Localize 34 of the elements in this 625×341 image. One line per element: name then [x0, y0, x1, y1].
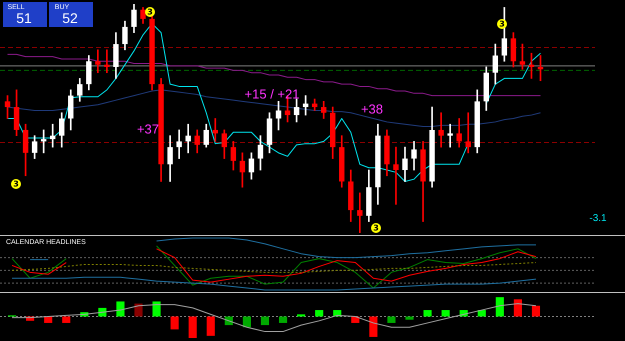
bar	[442, 310, 450, 316]
bar	[387, 316, 396, 323]
annotation: 3	[373, 224, 379, 233]
text: -3.1	[589, 212, 608, 224]
bar	[134, 304, 143, 316]
bar	[116, 301, 124, 316]
annotation: +37	[136, 122, 160, 137]
bar	[424, 310, 432, 316]
bar	[405, 316, 414, 320]
bar	[62, 316, 70, 323]
annotation: +38	[360, 102, 384, 117]
bar	[260, 316, 270, 326]
bar	[315, 310, 324, 316]
bar	[496, 297, 504, 316]
bar	[170, 316, 179, 330]
bar	[188, 316, 197, 338]
bar	[514, 299, 522, 316]
candlestick	[393, 146, 399, 205]
candlestick	[538, 55, 544, 82]
bar	[206, 316, 215, 336]
annotation: 3	[13, 180, 19, 189]
annotation: 51	[16, 10, 32, 26]
annotation: 52	[62, 10, 78, 26]
annotation: 3	[499, 20, 505, 29]
bar	[44, 316, 52, 323]
bar	[478, 310, 486, 316]
candlestick	[528, 52, 534, 79]
annotation: +15 / +21	[244, 86, 300, 102]
bar	[369, 316, 378, 337]
bar	[242, 316, 251, 328]
annotation: 3	[147, 8, 153, 17]
bar	[152, 301, 161, 316]
bar	[532, 306, 540, 316]
bar	[278, 316, 288, 323]
